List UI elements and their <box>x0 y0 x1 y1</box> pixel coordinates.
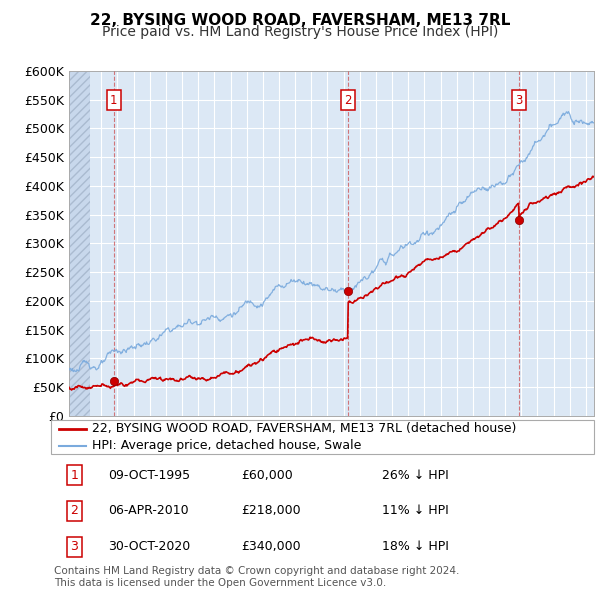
Text: 1: 1 <box>110 94 118 107</box>
Text: 3: 3 <box>70 540 78 553</box>
Text: 30-OCT-2020: 30-OCT-2020 <box>108 540 190 553</box>
Text: 18% ↓ HPI: 18% ↓ HPI <box>382 540 449 553</box>
FancyBboxPatch shape <box>51 420 594 454</box>
Bar <box>69 71 90 416</box>
Text: 22, BYSING WOOD ROAD, FAVERSHAM, ME13 7RL (detached house): 22, BYSING WOOD ROAD, FAVERSHAM, ME13 7R… <box>92 422 516 435</box>
Text: 2: 2 <box>70 504 78 517</box>
Text: 3: 3 <box>515 94 522 107</box>
Text: Price paid vs. HM Land Registry's House Price Index (HPI): Price paid vs. HM Land Registry's House … <box>102 25 498 39</box>
Text: HPI: Average price, detached house, Swale: HPI: Average price, detached house, Swal… <box>92 439 361 453</box>
Text: Contains HM Land Registry data © Crown copyright and database right 2024.
This d: Contains HM Land Registry data © Crown c… <box>54 566 460 588</box>
Text: 1: 1 <box>70 468 78 481</box>
Text: 22, BYSING WOOD ROAD, FAVERSHAM, ME13 7RL: 22, BYSING WOOD ROAD, FAVERSHAM, ME13 7R… <box>90 13 510 28</box>
Text: 06-APR-2010: 06-APR-2010 <box>108 504 188 517</box>
Text: £218,000: £218,000 <box>241 504 301 517</box>
Text: 26% ↓ HPI: 26% ↓ HPI <box>382 468 449 481</box>
Text: 11% ↓ HPI: 11% ↓ HPI <box>382 504 449 517</box>
Text: 2: 2 <box>344 94 352 107</box>
Text: £340,000: £340,000 <box>241 540 301 553</box>
Text: 09-OCT-1995: 09-OCT-1995 <box>108 468 190 481</box>
Text: £60,000: £60,000 <box>241 468 293 481</box>
